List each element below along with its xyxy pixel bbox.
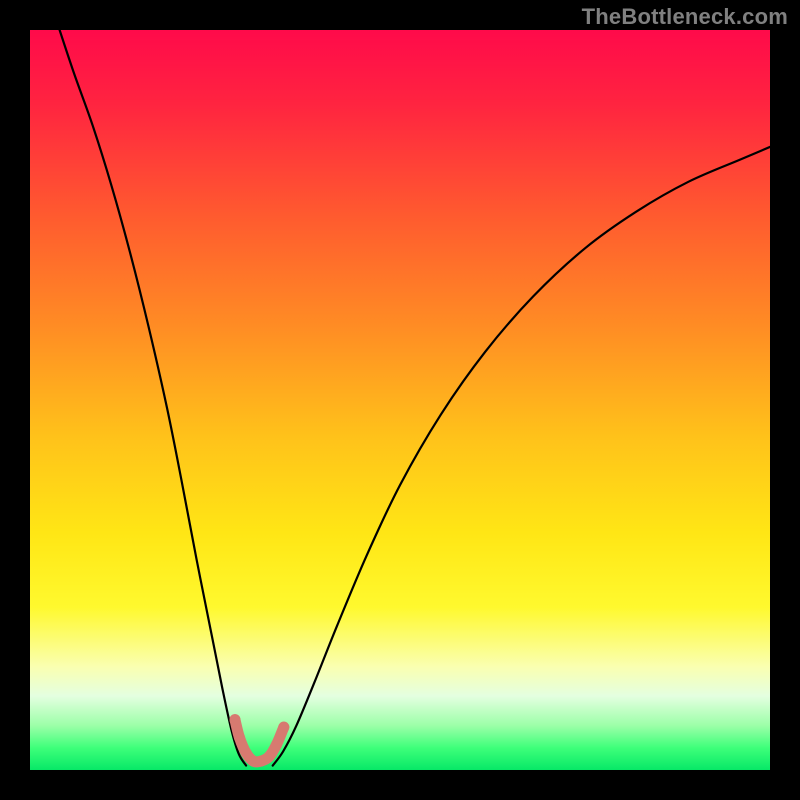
- valley-marker-dot: [229, 714, 240, 725]
- valley-marker-dot: [271, 739, 282, 750]
- valley-marker-dot: [278, 722, 289, 733]
- gradient-background: [30, 30, 770, 770]
- valley-marker-dot: [234, 732, 245, 743]
- chart-plot: [30, 30, 770, 770]
- valley-marker-dot: [264, 751, 275, 762]
- valley-marker-dot: [241, 747, 252, 758]
- watermark-text: TheBottleneck.com: [582, 4, 788, 30]
